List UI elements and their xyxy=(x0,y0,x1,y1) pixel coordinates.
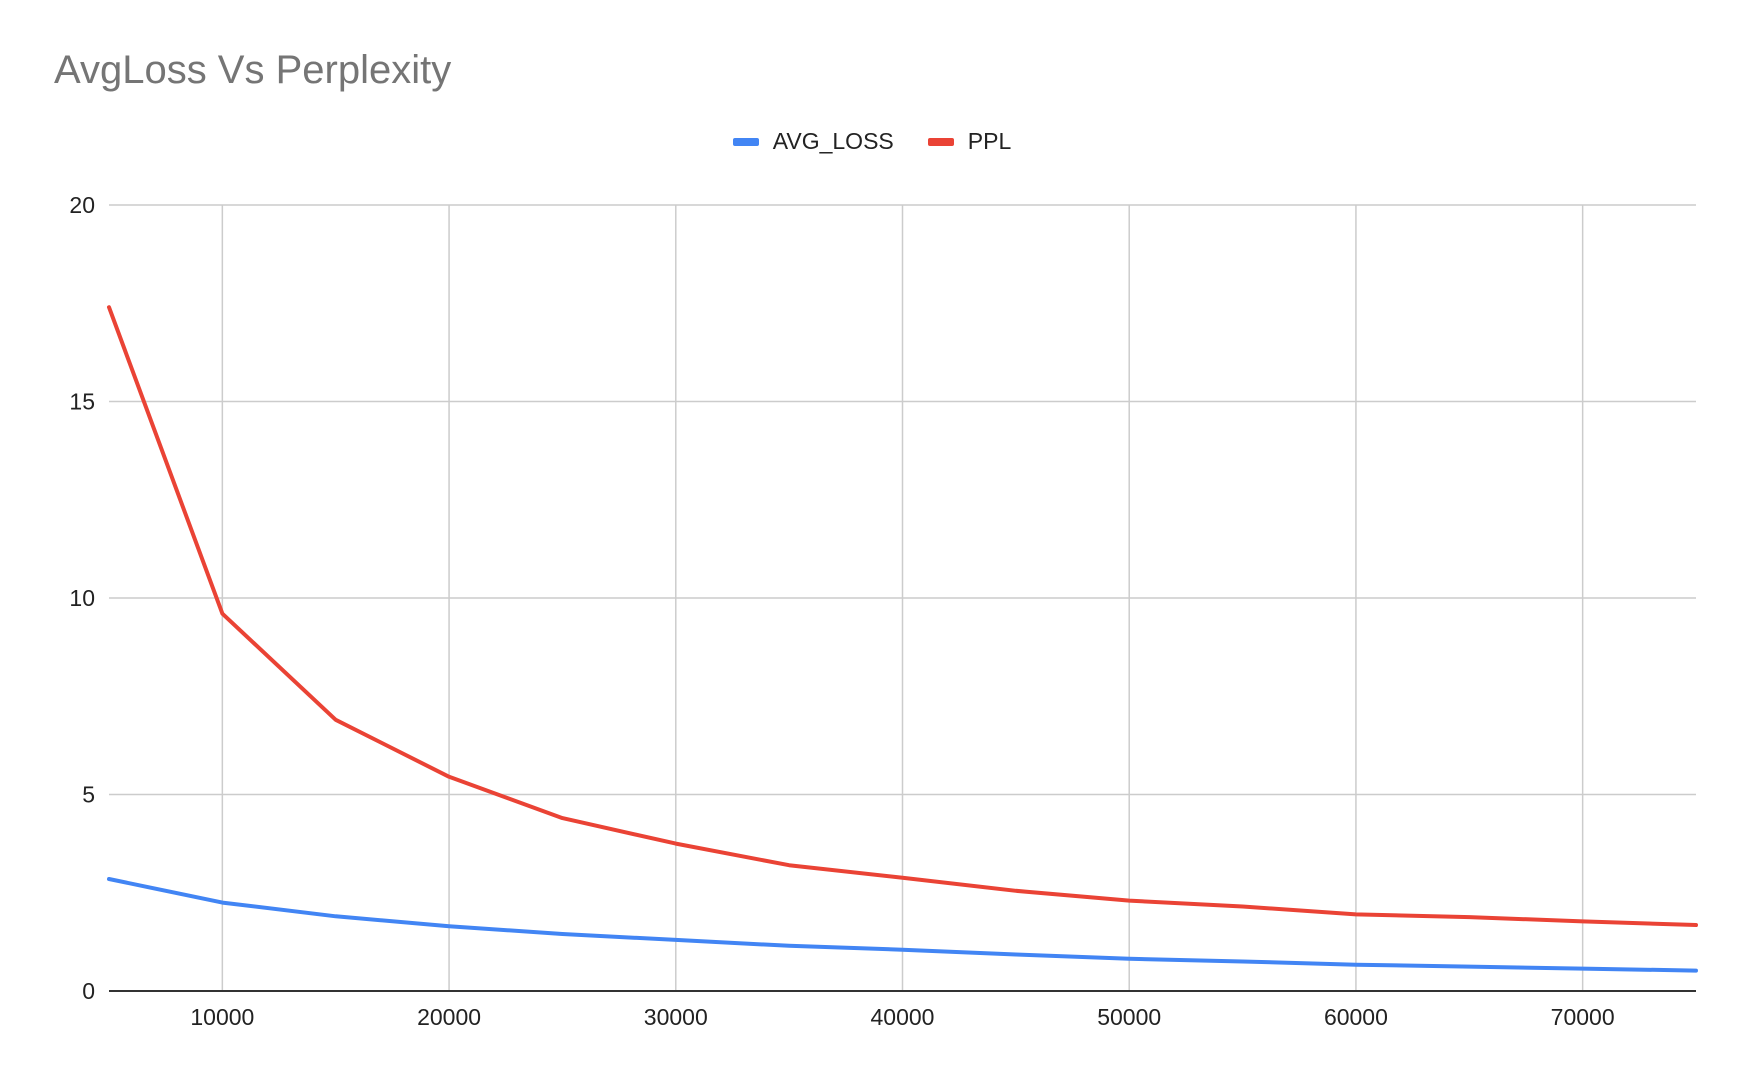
legend-label-ppl: PPL xyxy=(967,128,1012,154)
legend-swatch-ppl xyxy=(927,137,954,146)
y-tick-label: 10 xyxy=(69,585,95,611)
grid-layer xyxy=(109,204,1696,991)
series-line-avg-loss[interactable] xyxy=(107,877,1698,973)
legend-swatch-avg-loss xyxy=(732,137,759,146)
legend-item-ppl[interactable]: PPL xyxy=(927,128,1012,155)
x-tick-label: 70000 xyxy=(1551,1004,1615,1030)
y-tick-label: 15 xyxy=(69,389,95,415)
chart-legend: AVG_LOSS PPL xyxy=(0,128,1744,155)
legend-label-avg-loss: AVG_LOSS xyxy=(772,128,894,154)
axis-layer: 0 5 10 15 20 10000 20000 30000 40000 50000 60000 70… xyxy=(69,192,1696,1030)
y-tick-label: 0 xyxy=(82,978,95,1004)
x-tick-label: 60000 xyxy=(1324,1004,1388,1030)
x-tick-label: 40000 xyxy=(871,1004,935,1030)
x-tick-label: 30000 xyxy=(644,1004,708,1030)
x-tick-label: 50000 xyxy=(1097,1004,1161,1030)
y-tick-label: 20 xyxy=(69,192,95,218)
series-line-ppl[interactable] xyxy=(107,305,1698,927)
x-tick-label: 20000 xyxy=(417,1004,481,1030)
legend-item-avg-loss[interactable]: AVG_LOSS xyxy=(732,128,894,155)
y-tick-label: 5 xyxy=(82,782,95,808)
x-tick-label: 10000 xyxy=(190,1004,254,1030)
series-layer xyxy=(107,305,1698,973)
chart-title: AvgLoss Vs Perplexity xyxy=(54,48,452,92)
